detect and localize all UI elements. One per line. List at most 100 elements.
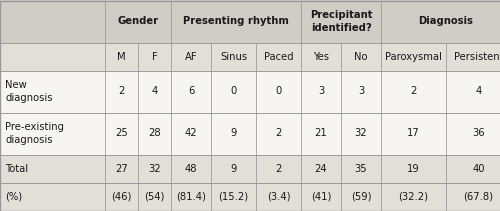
Text: Paced: Paced bbox=[264, 51, 294, 61]
Text: (15.2): (15.2) bbox=[218, 192, 248, 202]
Text: 4: 4 bbox=[476, 87, 482, 96]
Text: Diagnosis: Diagnosis bbox=[418, 16, 474, 27]
Bar bbox=[381, 70, 446, 112]
Text: 2: 2 bbox=[118, 87, 124, 96]
Bar bbox=[381, 112, 446, 154]
Text: Yes: Yes bbox=[313, 51, 329, 61]
Text: (54): (54) bbox=[144, 192, 165, 202]
Text: 36: 36 bbox=[472, 128, 485, 138]
Bar bbox=[171, 70, 211, 112]
Text: (46): (46) bbox=[112, 192, 132, 202]
Bar bbox=[301, 154, 341, 183]
Text: (%): (%) bbox=[5, 192, 22, 202]
Text: 2: 2 bbox=[410, 87, 416, 96]
Bar bbox=[301, 70, 341, 112]
Bar bbox=[301, 42, 341, 70]
Text: 32: 32 bbox=[354, 128, 368, 138]
Bar bbox=[105, 112, 138, 154]
Bar bbox=[211, 112, 256, 154]
Bar bbox=[171, 42, 211, 70]
Bar bbox=[446, 112, 500, 154]
Bar bbox=[138, 70, 171, 112]
Bar bbox=[256, 154, 301, 183]
Bar bbox=[0, 42, 105, 70]
Text: 9: 9 bbox=[230, 164, 236, 173]
Text: 28: 28 bbox=[148, 128, 161, 138]
Bar bbox=[0, 154, 105, 183]
Text: Total: Total bbox=[5, 164, 28, 173]
Text: No: No bbox=[354, 51, 368, 61]
Text: 17: 17 bbox=[407, 128, 420, 138]
Text: Precipitant
identified?: Precipitant identified? bbox=[310, 10, 372, 33]
Text: 19: 19 bbox=[407, 164, 420, 173]
Text: (81.4): (81.4) bbox=[176, 192, 206, 202]
Bar bbox=[138, 154, 171, 183]
Text: Gender: Gender bbox=[118, 16, 158, 27]
Bar bbox=[211, 154, 256, 183]
Bar bbox=[301, 183, 341, 211]
Bar bbox=[211, 42, 256, 70]
Bar bbox=[171, 154, 211, 183]
Bar bbox=[0, 0, 105, 42]
Bar bbox=[0, 70, 105, 112]
Bar bbox=[105, 42, 138, 70]
Text: (67.8): (67.8) bbox=[464, 192, 494, 202]
Bar bbox=[105, 70, 138, 112]
Text: 3: 3 bbox=[358, 87, 364, 96]
Bar bbox=[341, 42, 381, 70]
Bar bbox=[301, 112, 341, 154]
Text: 24: 24 bbox=[314, 164, 328, 173]
Bar bbox=[105, 154, 138, 183]
Bar bbox=[0, 183, 105, 211]
Text: Persistent: Persistent bbox=[454, 51, 500, 61]
Text: 35: 35 bbox=[354, 164, 368, 173]
Text: 2: 2 bbox=[276, 164, 281, 173]
Bar bbox=[171, 183, 211, 211]
Bar bbox=[341, 70, 381, 112]
Bar bbox=[256, 112, 301, 154]
Bar bbox=[341, 154, 381, 183]
Bar bbox=[211, 70, 256, 112]
Bar bbox=[105, 0, 171, 42]
Bar bbox=[301, 0, 381, 42]
Text: 27: 27 bbox=[115, 164, 128, 173]
Text: (32.2): (32.2) bbox=[398, 192, 428, 202]
Bar bbox=[381, 183, 446, 211]
Text: Sinus: Sinus bbox=[220, 51, 247, 61]
Text: (41): (41) bbox=[311, 192, 331, 202]
Text: Paroxysmal: Paroxysmal bbox=[385, 51, 442, 61]
Bar bbox=[0, 112, 105, 154]
Bar bbox=[211, 183, 256, 211]
Bar bbox=[138, 112, 171, 154]
Text: F: F bbox=[152, 51, 158, 61]
Text: (3.4): (3.4) bbox=[267, 192, 290, 202]
Text: 2: 2 bbox=[276, 128, 281, 138]
Text: 9: 9 bbox=[230, 128, 236, 138]
Text: 6: 6 bbox=[188, 87, 194, 96]
Bar bbox=[381, 42, 446, 70]
Text: AF: AF bbox=[184, 51, 198, 61]
Bar bbox=[446, 183, 500, 211]
Bar bbox=[105, 183, 138, 211]
Bar bbox=[256, 42, 301, 70]
Text: 25: 25 bbox=[115, 128, 128, 138]
Text: 40: 40 bbox=[472, 164, 485, 173]
Bar bbox=[171, 0, 301, 42]
Text: 0: 0 bbox=[276, 87, 281, 96]
Text: 21: 21 bbox=[314, 128, 328, 138]
Bar bbox=[256, 70, 301, 112]
Bar bbox=[446, 154, 500, 183]
Bar bbox=[381, 154, 446, 183]
Bar bbox=[381, 0, 500, 42]
Text: New
diagnosis: New diagnosis bbox=[5, 80, 52, 103]
Bar bbox=[171, 112, 211, 154]
Bar bbox=[446, 70, 500, 112]
Bar bbox=[341, 183, 381, 211]
Text: 42: 42 bbox=[184, 128, 198, 138]
Text: 32: 32 bbox=[148, 164, 161, 173]
Bar bbox=[138, 183, 171, 211]
Text: M: M bbox=[117, 51, 126, 61]
Bar bbox=[446, 42, 500, 70]
Text: (59): (59) bbox=[351, 192, 371, 202]
Text: Presenting rhythm: Presenting rhythm bbox=[183, 16, 289, 27]
